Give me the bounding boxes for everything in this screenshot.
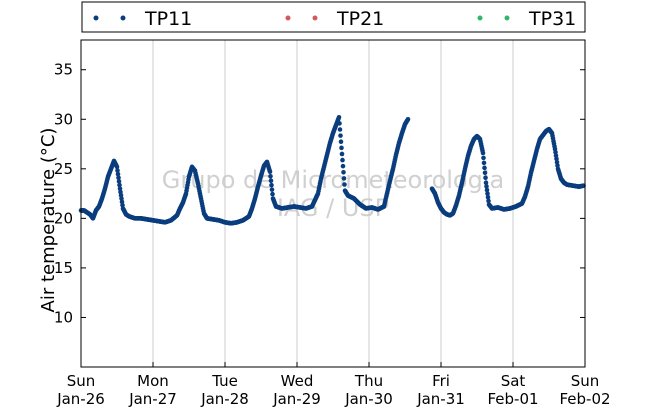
data-point	[481, 155, 486, 161]
data-point	[337, 127, 343, 132]
data-point	[268, 173, 273, 179]
y-tick-label: 35	[54, 61, 73, 79]
data-point	[340, 163, 346, 169]
legend-frame	[81, 1, 586, 33]
data-point	[114, 164, 120, 170]
y-tick-label: 20	[54, 209, 73, 227]
legend-marker	[93, 15, 99, 21]
data-point	[486, 198, 491, 204]
data-point	[116, 179, 122, 184]
legend-label-tp21: TP21	[336, 8, 384, 30]
watermark: Grupo de Micrometeorologia IAG / USP	[162, 166, 504, 222]
data-point	[339, 151, 345, 157]
data-points	[78, 114, 586, 226]
data-point	[341, 176, 347, 181]
y-tick-label: 25	[54, 160, 73, 178]
x-tick-label-day: Wed	[281, 372, 314, 390]
legend-marker	[477, 15, 483, 21]
legend-marker	[285, 15, 291, 21]
data-point	[339, 145, 344, 151]
x-tick-label-date: Jan-28	[200, 390, 249, 408]
data-point	[484, 187, 490, 193]
data-point	[116, 175, 121, 181]
x-axis-ticks: SunJan-26MonJan-27TueJan-28WedJan-29ThuJ…	[56, 362, 611, 408]
x-tick-label-date: Jan-29	[272, 390, 321, 408]
data-point	[117, 182, 122, 188]
data-point	[484, 184, 489, 189]
data-point	[115, 168, 120, 173]
y-axis-label: Air temperature (°C)	[38, 128, 59, 313]
data-point	[337, 121, 342, 126]
x-tick-label-day: Thu	[354, 372, 383, 390]
data-point	[480, 150, 486, 156]
legend-marker	[504, 15, 510, 21]
x-tick-label-day: Sun	[571, 372, 600, 390]
legend: TP11 TP21 TP31	[81, 1, 586, 33]
data-point	[341, 169, 346, 175]
data-point	[269, 182, 274, 188]
data-point	[269, 187, 275, 192]
x-tick-label-day: Tue	[211, 372, 238, 390]
legend-label-tp11: TP11	[144, 8, 192, 30]
data-point	[268, 178, 274, 184]
data-point	[342, 182, 347, 187]
plot-frame	[80, 39, 586, 368]
y-tick-label: 30	[54, 110, 73, 128]
x-tick-label-date: Jan-26	[56, 390, 105, 408]
data-point	[483, 175, 488, 181]
x-tick-label-day: Fri	[432, 372, 450, 390]
data-point	[270, 191, 275, 197]
x-tick-label-date: Feb-02	[559, 390, 610, 408]
y-tick-label: 15	[54, 259, 73, 277]
x-tick-label-date: Jan-31	[416, 390, 465, 408]
plot-background	[81, 40, 585, 367]
data-point	[338, 133, 343, 138]
legend-marker	[312, 15, 318, 21]
watermark-line-1: Grupo de Micrometeorologia	[162, 166, 504, 194]
data-point	[483, 180, 489, 185]
x-tick-label-date: Jan-27	[128, 390, 177, 408]
data-point	[338, 139, 344, 145]
data-point	[336, 114, 342, 120]
x-tick-label-day: Sat	[501, 372, 526, 390]
legend-marker	[120, 15, 126, 21]
x-tick-label-date: Feb-01	[487, 390, 538, 408]
data-point	[267, 169, 273, 175]
plot-area: Grupo de Micrometeorologia IAG / USP 101…	[54, 39, 611, 408]
data-point	[485, 194, 491, 200]
data-point	[405, 116, 411, 122]
y-tick-label: 10	[54, 308, 73, 326]
x-tick-label-day: Sun	[67, 372, 96, 390]
x-tick-label-date: Jan-30	[344, 390, 393, 408]
data-point	[340, 157, 345, 163]
x-tick-label-day: Mon	[137, 372, 169, 390]
data-point	[481, 160, 487, 166]
data-point	[485, 191, 490, 196]
data-point	[482, 170, 488, 176]
data-point	[482, 165, 487, 171]
data-point	[115, 171, 121, 177]
legend-label-tp31: TP31	[528, 8, 576, 30]
y-axis-ticks: 10 15 20 25 30 35	[54, 61, 585, 326]
